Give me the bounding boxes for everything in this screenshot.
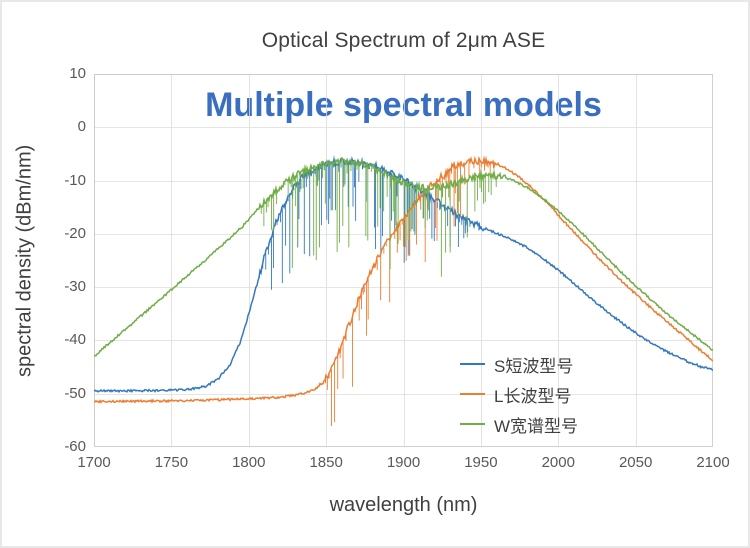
x-tick-label: 2100	[696, 454, 730, 471]
y-tick-label: 10	[69, 65, 86, 82]
y-tick-label: -40	[64, 331, 86, 349]
y-tick-label: 0	[77, 118, 86, 136]
legend-item: W宽谱型号	[460, 409, 578, 439]
y-tick-label: -50	[64, 384, 86, 402]
x-tick-label: 1700	[77, 454, 111, 471]
y-tick-label: -60	[64, 438, 86, 455]
y-tick-label: -10	[64, 171, 86, 189]
y-tick-label: -30	[64, 278, 86, 296]
chart-title: Optical Spectrum of 2μm ASE	[261, 29, 546, 52]
legend-item: S短波型号	[460, 349, 578, 379]
legend-line-swatch	[460, 393, 485, 395]
x-tick-label: 2050	[618, 454, 653, 471]
x-tick-label: 1800	[232, 454, 266, 471]
y-axis-title: spectral density (dBm/nm)	[13, 144, 36, 377]
x-tick-label: 1950	[464, 454, 498, 471]
legend-line-swatch	[460, 363, 485, 365]
x-axis-title: wavelength (nm)	[329, 494, 478, 516]
legend: S短波型号 L长波型号 W宽谱型号	[460, 349, 578, 439]
x-tick-label: 1850	[309, 454, 343, 471]
legend-line-swatch	[460, 423, 485, 425]
legend-label: W宽谱型号	[494, 416, 579, 436]
legend-label: S短波型号	[494, 356, 574, 376]
x-tick-label: 1750	[154, 454, 189, 471]
legend-label: L长波型号	[494, 386, 572, 406]
legend-item: L长波型号	[460, 379, 578, 409]
x-tick-label: 1900	[386, 454, 421, 471]
y-tick-label: -20	[64, 224, 86, 242]
plot-area	[94, 74, 713, 447]
x-tick-label: 2000	[541, 454, 575, 471]
